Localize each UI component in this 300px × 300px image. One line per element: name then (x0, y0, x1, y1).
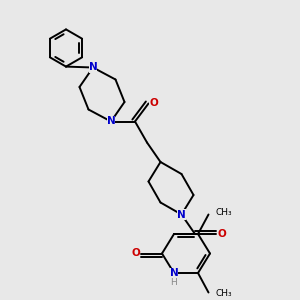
Text: H: H (170, 278, 177, 287)
Text: O: O (131, 248, 140, 259)
Text: CH₃: CH₃ (216, 208, 232, 217)
Text: CH₃: CH₃ (216, 290, 232, 298)
Text: O: O (149, 98, 158, 109)
Text: O: O (217, 229, 226, 239)
Text: N: N (177, 209, 186, 220)
Text: N: N (169, 268, 178, 278)
Text: N: N (88, 62, 98, 73)
Text: N: N (106, 116, 116, 127)
